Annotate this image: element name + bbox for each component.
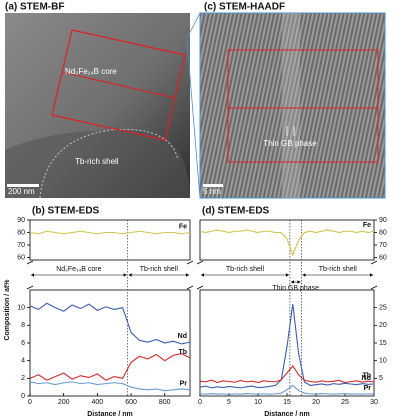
y-tick-label: 20 — [379, 322, 387, 329]
y-tick-label: 70 — [17, 242, 25, 249]
x-tick-label: 15 — [283, 399, 291, 406]
y-axis-label: Composition / at% — [4, 279, 11, 341]
y-tick-label: 80 — [17, 229, 25, 236]
series-line — [199, 365, 375, 384]
scale-bar-label: 5 nm — [203, 187, 221, 196]
scale-bar — [203, 184, 223, 187]
series-label: Tb — [362, 373, 371, 380]
zoom-line — [186, 39, 201, 199]
image-label: Thin GB phase — [263, 139, 317, 148]
y-tick-label: 25 — [379, 305, 387, 312]
plot-frame — [199, 219, 375, 261]
y-tick-label: 5 — [379, 375, 383, 382]
x-tick-label: 0 — [28, 399, 32, 406]
x-tick-label: 200 — [58, 399, 70, 406]
y-tick-label: 4 — [21, 358, 25, 365]
y-tick-label: 60 — [379, 254, 387, 261]
series-line — [29, 302, 191, 345]
axis-break — [196, 260, 204, 290]
series-label: Fe — [179, 223, 187, 230]
roi-box — [227, 49, 379, 163]
region-label: Tb-rich shell — [319, 266, 358, 273]
axis-break — [370, 260, 378, 290]
chart-title: (d) STEM-EDS — [202, 206, 270, 217]
x-tick-label: 0 — [198, 399, 202, 406]
series-label: Pr — [364, 385, 372, 392]
series-line — [29, 381, 191, 392]
x-axis-label: Distance / nm — [264, 411, 310, 418]
series-line — [29, 353, 191, 381]
annotation-label: Thin GB phase — [272, 285, 319, 292]
annotation-arrow-head — [290, 280, 301, 284]
y-tick-label: 70 — [379, 242, 387, 249]
region-label: Tb-rich shell — [226, 266, 265, 273]
panel-title: (c) STEM-HAADF — [204, 2, 285, 13]
chart-title: (b) STEM-EDS — [32, 206, 100, 217]
region-label: Tb-rich shell — [140, 266, 179, 273]
scale-bar-label: 200 nm — [8, 187, 35, 196]
series-label: Nd — [178, 333, 187, 340]
image-label: Nd₂Fe₁₄B core — [65, 67, 117, 76]
x-tick-label: 5 — [227, 399, 231, 406]
scale-bar — [7, 184, 39, 187]
x-tick-label: 20 — [312, 399, 320, 406]
zoom-line — [186, 12, 201, 39]
series-label: Pr — [180, 381, 188, 388]
gb-band — [282, 13, 300, 198]
y-tick-label: 8 — [21, 322, 25, 329]
series-line — [199, 384, 375, 396]
region-label: Nd₂Fe₁₄B core — [56, 266, 101, 273]
y-tick-label: 6 — [21, 340, 25, 347]
axis-break — [186, 260, 194, 290]
series-label: Tb — [178, 349, 187, 356]
scan-line — [61, 71, 176, 99]
x-tick-label: 25 — [341, 399, 349, 406]
x-tick-label: 800 — [159, 399, 171, 406]
y-tick-label: 10 — [17, 305, 25, 312]
y-tick-label: 90 — [379, 217, 387, 224]
y-tick-label: 2 — [21, 375, 25, 382]
panel-title: (a) STEM-BF — [5, 2, 64, 13]
x-tick-label: 400 — [92, 399, 104, 406]
series-line — [199, 304, 375, 389]
plot-frame — [29, 219, 191, 261]
roi-box — [51, 29, 186, 141]
y-tick-label: 15 — [379, 340, 387, 347]
series-line — [29, 230, 191, 235]
y-tick-label: 90 — [17, 217, 25, 224]
series-label: Fe — [363, 222, 371, 229]
y-tick-label: 0 — [21, 393, 25, 400]
series-line — [199, 229, 375, 257]
y-tick-label: 10 — [379, 358, 387, 365]
axis-break — [26, 260, 34, 290]
shell-region — [5, 130, 190, 198]
x-tick-label: 10 — [254, 399, 262, 406]
image-label: Tb-rich shell — [75, 157, 119, 166]
x-tick-label: 600 — [125, 399, 137, 406]
series-label: Nd — [362, 375, 371, 382]
y-tick-label: 60 — [17, 254, 25, 261]
x-tick-label: 30 — [370, 399, 378, 406]
x-axis-label: Distance / nm — [87, 411, 133, 418]
y-tick-label: 80 — [379, 229, 387, 236]
haadf-image — [199, 12, 386, 199]
